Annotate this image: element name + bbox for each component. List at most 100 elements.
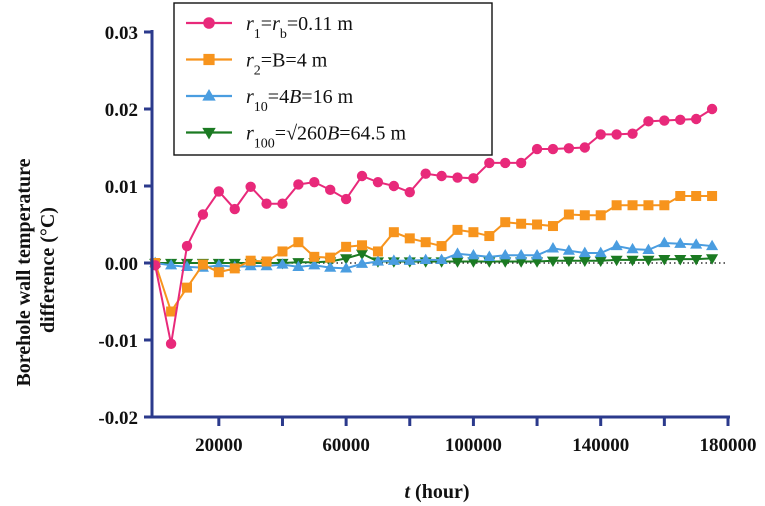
series-4-point bbox=[610, 255, 623, 267]
series-3-point bbox=[165, 258, 178, 270]
series-4-point bbox=[515, 257, 528, 268]
series-3-point bbox=[387, 254, 400, 265]
legend-box bbox=[173, 2, 493, 156]
series-1-point bbox=[563, 143, 575, 154]
legend-entry-3: r10=4B=16 m bbox=[186, 86, 354, 115]
axis-titles: Borehole wall temperature difference (°C… bbox=[13, 153, 470, 503]
series-2-point bbox=[213, 267, 224, 278]
legend-swatch-marker bbox=[202, 127, 216, 140]
series-3-point bbox=[658, 236, 671, 248]
legend-label: r2=B=4 m bbox=[246, 50, 328, 79]
legend-label: r100=√260B=64.5 m bbox=[246, 123, 407, 152]
series-1 bbox=[149, 103, 718, 350]
x-axis-title: t (hour) bbox=[404, 481, 469, 503]
y-axis-title-line-2: difference (°C) bbox=[37, 207, 59, 333]
series-1-point bbox=[388, 180, 400, 192]
y-tick-label: -0.02 bbox=[98, 408, 138, 429]
series-1-point bbox=[531, 143, 543, 155]
legend-label: r10=4B=16 m bbox=[246, 86, 354, 115]
series-1-point bbox=[515, 157, 527, 169]
series-1-point bbox=[356, 170, 368, 182]
y-axis-title: Borehole wall temperature difference (°C… bbox=[13, 153, 59, 386]
series-1-point bbox=[197, 209, 209, 220]
legend-entry-4: r100=√260B=64.5 m bbox=[186, 123, 407, 152]
series-4-point bbox=[578, 256, 591, 268]
series-3-point bbox=[419, 253, 432, 265]
series-3-point bbox=[451, 247, 464, 258]
series-3-point bbox=[435, 253, 448, 265]
legend-entry-1: r1=rb=0.11 m bbox=[186, 13, 353, 42]
series-1-point bbox=[484, 157, 495, 169]
series-1-point bbox=[690, 113, 702, 125]
series-3-point bbox=[610, 239, 623, 251]
series-1-point bbox=[325, 184, 336, 196]
series-1-point bbox=[468, 173, 479, 184]
series-2-point bbox=[166, 306, 177, 317]
series-3-point bbox=[531, 248, 544, 260]
series-2-point bbox=[357, 240, 368, 251]
series-2-point bbox=[659, 200, 670, 211]
series-4-point bbox=[642, 255, 655, 267]
series-1-point bbox=[675, 114, 686, 125]
series-2-point bbox=[516, 218, 527, 229]
series-2 bbox=[150, 191, 718, 317]
series-2-point bbox=[500, 217, 511, 228]
series-3-point bbox=[308, 258, 321, 270]
series-1-point bbox=[659, 115, 670, 126]
series-3-point bbox=[483, 250, 496, 261]
series-1-point bbox=[436, 170, 447, 182]
series-3-point bbox=[371, 255, 384, 266]
series-4-point bbox=[499, 257, 512, 268]
series-2-point bbox=[484, 231, 495, 242]
series-4-point bbox=[594, 256, 607, 268]
series-3-point bbox=[515, 248, 528, 260]
series-3-point bbox=[276, 258, 289, 269]
x-tick-label: 20000 bbox=[195, 435, 243, 456]
series-4-point bbox=[531, 257, 544, 268]
x-tick-label: 100000 bbox=[445, 435, 502, 456]
series-1-point bbox=[420, 168, 431, 179]
series-3-point bbox=[292, 260, 305, 271]
series-2-point bbox=[261, 256, 272, 267]
series-2-point bbox=[293, 237, 304, 248]
series-2-point bbox=[595, 210, 606, 221]
series-2-point bbox=[197, 259, 208, 270]
series-2-point bbox=[420, 237, 431, 248]
series-1-point bbox=[213, 186, 225, 197]
series-2-point bbox=[563, 209, 574, 220]
series-2-point bbox=[468, 227, 479, 238]
y-tick-label: 0.01 bbox=[105, 177, 138, 198]
series-2-point bbox=[452, 224, 463, 235]
series-2-point bbox=[707, 191, 718, 202]
series-3-point bbox=[467, 248, 480, 260]
series-layer bbox=[149, 103, 719, 350]
legend-entry-2: r2=B=4 m bbox=[186, 50, 328, 79]
series-2-point bbox=[309, 251, 320, 262]
series-3-point bbox=[690, 238, 703, 249]
series-2-point bbox=[404, 233, 415, 244]
series-3-point bbox=[355, 257, 369, 268]
y-axis-title-line-1: Borehole wall temperature bbox=[13, 158, 35, 386]
series-1-point bbox=[643, 116, 654, 127]
legend-swatch-marker bbox=[202, 88, 216, 101]
series-2-point bbox=[245, 255, 256, 266]
x-tick-label: 180000 bbox=[700, 435, 757, 456]
series-2-point bbox=[579, 210, 590, 221]
series-1-point bbox=[340, 193, 352, 205]
series-2-point bbox=[611, 200, 622, 211]
series-3-point bbox=[324, 261, 337, 272]
series-2-point bbox=[341, 241, 352, 252]
series-3-point bbox=[578, 246, 591, 258]
y-tick-label: 0.00 bbox=[105, 254, 138, 275]
legend-label: r1=rb=0.11 m bbox=[246, 13, 353, 42]
series-4-point bbox=[355, 249, 369, 261]
series-3-point bbox=[546, 242, 560, 253]
y-tick-label: 0.03 bbox=[105, 23, 138, 44]
series-4-point bbox=[562, 256, 575, 268]
series-1-point bbox=[245, 181, 256, 192]
series-2-point bbox=[547, 221, 558, 232]
series-1-point bbox=[595, 129, 606, 140]
series-4-point bbox=[706, 254, 719, 265]
series-1-point bbox=[547, 143, 559, 155]
